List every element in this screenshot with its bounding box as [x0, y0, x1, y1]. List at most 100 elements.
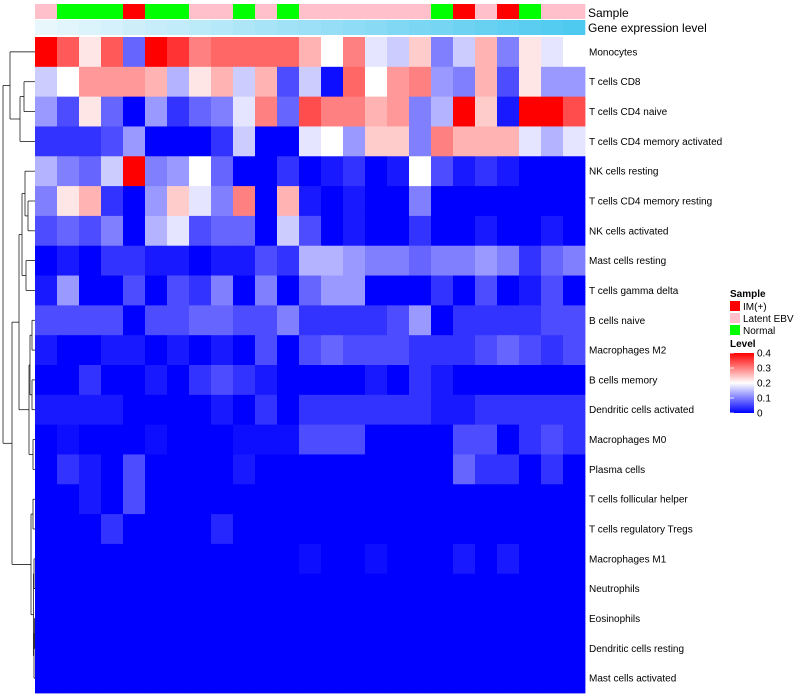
heatmap-cell [255, 633, 278, 664]
heatmap-cell [57, 573, 80, 604]
heatmap-cell [563, 514, 586, 545]
heatmap-cell [255, 96, 278, 127]
heatmap-cell [189, 96, 212, 127]
heatmap-cell [409, 37, 432, 68]
gene-expression-annotation-cell [519, 20, 542, 35]
heatmap-cell [79, 573, 102, 604]
heatmap-cell [321, 335, 344, 366]
heatmap-cell [79, 215, 102, 247]
heatmap-cell [101, 186, 124, 217]
heatmap-cell [497, 335, 520, 366]
heatmap-cell [299, 186, 322, 217]
heatmap-cell [453, 156, 476, 187]
heatmap-cell [431, 305, 454, 336]
heatmap-cell [145, 37, 168, 68]
heatmap-cell [145, 156, 168, 187]
heatmap-cell [145, 514, 168, 545]
heatmap-cell [475, 633, 498, 664]
row-label: Mast cells resting [589, 256, 666, 267]
heatmap-cell [233, 215, 256, 247]
heatmap-cell [497, 603, 520, 634]
heatmap-cell [343, 126, 366, 157]
heatmap-cell [277, 37, 300, 68]
heatmap-cell [321, 543, 344, 575]
heatmap-cell [519, 514, 542, 545]
heatmap-cell [123, 424, 146, 455]
heatmap-cell [233, 275, 256, 306]
heatmap-cell [409, 573, 432, 604]
heatmap-cell [145, 305, 168, 336]
heatmap-cell [299, 514, 322, 545]
heatmap-cell [475, 96, 498, 127]
heatmap-cell [387, 633, 410, 664]
heatmap-cell [145, 633, 168, 664]
heatmap-cell [365, 37, 388, 68]
heatmap-cell [299, 424, 322, 455]
heatmap-cell [431, 37, 454, 68]
heatmap-cell [409, 126, 432, 157]
gene-expression-annotation-cell [453, 20, 476, 35]
row-label: Macrophages M0 [589, 435, 667, 446]
heatmap-cell [189, 573, 212, 604]
heatmap-cell [189, 603, 212, 634]
heatmap-cell [541, 484, 564, 515]
heatmap-cell [35, 603, 58, 634]
gene-expression-annotation-cell [343, 20, 366, 35]
heatmap-cell [35, 305, 58, 336]
heatmap-cell [101, 573, 124, 604]
heatmap-cell [343, 245, 366, 276]
heatmap-cell [211, 394, 234, 426]
heatmap-cell [79, 156, 102, 187]
heatmap-cell [35, 663, 58, 694]
sample-legend-swatch [730, 313, 740, 323]
heatmap-cell [255, 484, 278, 515]
heatmap-cell [365, 394, 388, 426]
heatmap-cell [563, 633, 586, 664]
heatmap-cell [475, 245, 498, 276]
heatmap-cell [453, 454, 476, 485]
heatmap-cell [277, 603, 300, 634]
gene-expression-annotation-cell [145, 20, 168, 35]
heatmap-cell [277, 96, 300, 127]
sample-annotation-cell [343, 4, 366, 19]
heatmap-cell [343, 66, 366, 98]
heatmap-cell [123, 484, 146, 515]
heatmap-cell [233, 186, 256, 217]
heatmap-cell [189, 275, 212, 306]
heatmap-cell [299, 245, 322, 276]
heatmap-cell [343, 663, 366, 694]
sample-annotation-cell [277, 4, 300, 19]
heatmap-cell [35, 37, 58, 68]
heatmap-cell [79, 96, 102, 127]
heatmap-cell [189, 335, 212, 366]
heatmap-cell [35, 96, 58, 127]
heatmap-cell [365, 514, 388, 545]
heatmap-cell [167, 126, 190, 157]
heatmap-cell [123, 335, 146, 366]
heatmap-cell [35, 186, 58, 217]
row-label: T cells CD4 naive [589, 107, 668, 118]
heatmap-cell [519, 663, 542, 694]
heatmap-cell [475, 305, 498, 336]
heatmap-cell [167, 156, 190, 187]
heatmap-cell [35, 484, 58, 515]
heatmap-cell [387, 424, 410, 455]
heatmap-cell [277, 126, 300, 157]
heatmap-cell [365, 633, 388, 664]
heatmap-cell [343, 484, 366, 515]
heatmap-cell [189, 543, 212, 575]
heatmap-cell [101, 603, 124, 634]
heatmap-cell [255, 66, 278, 98]
heatmap-cell [189, 514, 212, 545]
gene-expression-annotation-cell [387, 20, 410, 35]
heatmap-cell [475, 215, 498, 247]
heatmap-cell [167, 305, 190, 336]
heatmap-cell [343, 96, 366, 127]
heatmap-cell [79, 37, 102, 68]
gene-expression-annotation-cell [365, 20, 388, 35]
heatmap-cell [233, 335, 256, 366]
heatmap-cell [519, 573, 542, 604]
gene-expression-annotation-cell [123, 20, 146, 35]
heatmap-cell [255, 126, 278, 157]
heatmap-cell [519, 335, 542, 366]
